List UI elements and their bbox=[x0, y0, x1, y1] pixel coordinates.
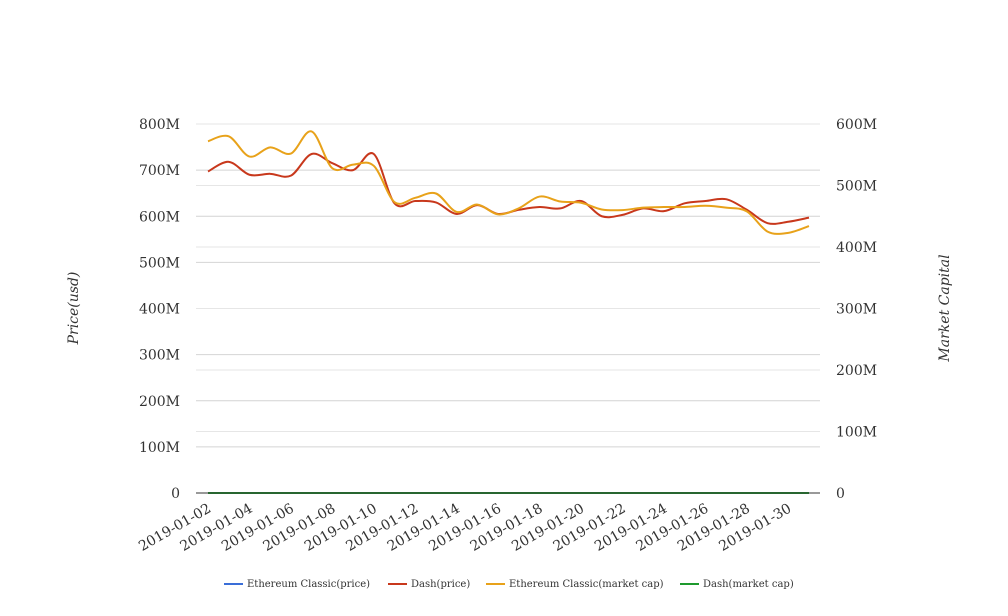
y-tick-label: 300M bbox=[139, 348, 180, 364]
y-tick-label: 400M bbox=[139, 302, 180, 318]
y-axis-title: Price(usd) bbox=[66, 272, 82, 346]
legend-label: Ethereum Classic(price) bbox=[247, 579, 370, 590]
y2-tick-label: 0 bbox=[836, 486, 845, 502]
y-axis-right: 0 100M 200M 300M 400M 500M 600M bbox=[836, 117, 877, 502]
y2-tick-label: 500M bbox=[836, 179, 877, 195]
legend-label: Ethereum Classic(market cap) bbox=[509, 579, 664, 590]
y-tick-label: 800M bbox=[139, 117, 180, 133]
series-line-2 bbox=[207, 130, 810, 235]
y-tick-label: 700M bbox=[139, 163, 180, 179]
y2-tick-label: 300M bbox=[836, 302, 877, 318]
y-tick-label: 500M bbox=[139, 255, 180, 271]
y-axis-left: 0 100M 200M 300M 400M 500M 600M 700M 800M bbox=[139, 117, 180, 502]
y-tick-label: 200M bbox=[139, 394, 180, 410]
y2-tick-label: 100M bbox=[836, 425, 877, 441]
legend-label: Dash(price) bbox=[411, 579, 470, 590]
legend: Ethereum Classic(price) Dash(price) Ethere… bbox=[224, 579, 794, 590]
y2-axis-title: Market Capital bbox=[937, 254, 953, 362]
grid bbox=[196, 123, 820, 494]
x-axis: 2019-01-022019-01-042019-01-062019-01-08… bbox=[136, 501, 794, 555]
y-tick-label: 0 bbox=[171, 486, 180, 502]
y2-tick-label: 600M bbox=[836, 117, 877, 133]
y2-tick-label: 400M bbox=[836, 240, 877, 256]
y-tick-label: 100M bbox=[139, 440, 180, 456]
y2-tick-label: 200M bbox=[836, 363, 877, 379]
y-tick-label: 600M bbox=[139, 209, 180, 225]
legend-label: Dash(market cap) bbox=[703, 579, 794, 590]
